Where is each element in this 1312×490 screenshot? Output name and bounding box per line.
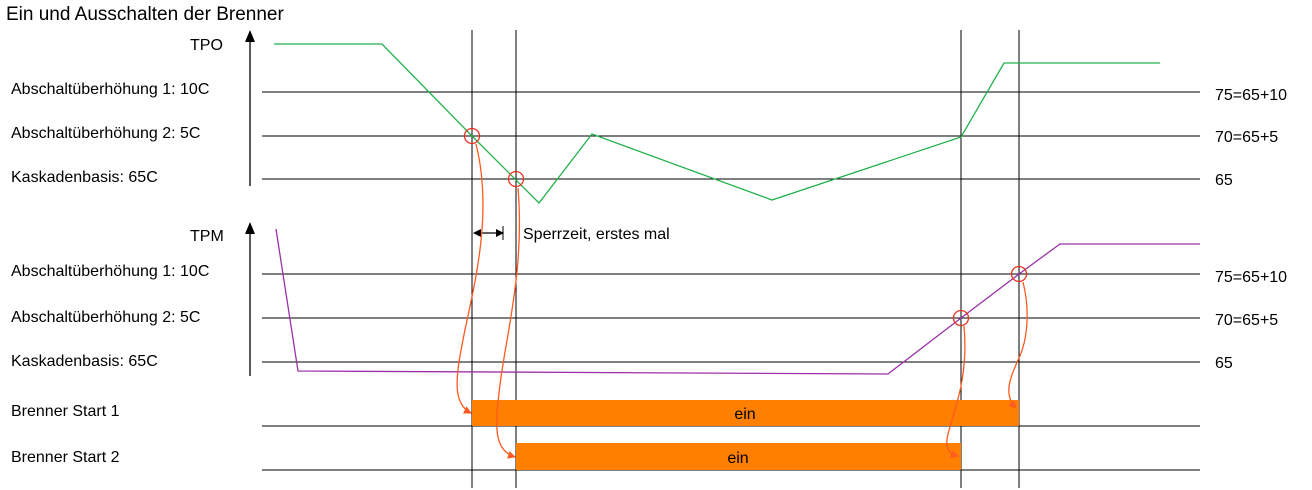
crossing-marker-4	[1010, 265, 1028, 283]
tpm-level-label-2: Abschaltüberhöhung 2: 5C	[11, 309, 201, 326]
tpm-axis-arrow-icon	[245, 222, 255, 234]
burner-state-label-1: ein	[734, 406, 755, 423]
sperrzeit-label: Sperrzeit, erstes mal	[523, 226, 670, 243]
tpm-level-label-3: Kaskadenbasis: 65C	[11, 353, 158, 370]
tpo-value-label-3: 65	[1215, 172, 1233, 189]
tpm-value-label-2: 70=65+5	[1215, 312, 1279, 329]
connector-arrow-2-icon	[496, 187, 521, 459]
burner-state-label-2: ein	[727, 450, 748, 467]
tpo-level-label-1: Abschaltüberhöhung 1: 10C	[11, 81, 210, 98]
tpm-axis-label: TPM	[190, 228, 224, 245]
burner-bar-1	[472, 400, 1019, 426]
tpo-level-label-2: Abschaltüberhöhung 2: 5C	[11, 125, 201, 142]
tpm-value-label-3: 65	[1215, 355, 1233, 372]
tpo-value-label-1: 75=65+10	[1215, 87, 1288, 104]
tpm-y-axis	[245, 222, 255, 376]
tpm-curve	[275, 228, 1200, 375]
tpo-level-label-3: Kaskadenbasis: 65C	[11, 169, 158, 186]
connector-arrow-1-icon	[456, 143, 484, 414]
burner-bar-2	[516, 443, 961, 470]
tpo-axis-arrow-icon	[245, 30, 255, 42]
diagram-title: Ein und Ausschalten der Brenner	[6, 4, 284, 25]
connector-arrow-4-icon	[1008, 281, 1028, 409]
tpo-value-label-2: 70=65+5	[1215, 129, 1279, 146]
tpm-level-label-1: Abschaltüberhöhung 1: 10C	[11, 263, 210, 280]
crossing-marker-1	[463, 127, 481, 145]
tpm-value-label-1: 75=65+10	[1215, 269, 1288, 286]
tpo-curve	[274, 43, 1160, 204]
tpo-axis-label: TPO	[190, 37, 223, 54]
crossing-marker-2	[507, 170, 525, 188]
tpo-y-axis	[245, 30, 255, 186]
crossing-marker-3	[952, 309, 970, 327]
burner-label-1: Brenner Start 1	[11, 403, 120, 420]
connector-arrow-3-icon	[946, 325, 966, 459]
burner-label-2: Brenner Start 2	[11, 449, 120, 466]
